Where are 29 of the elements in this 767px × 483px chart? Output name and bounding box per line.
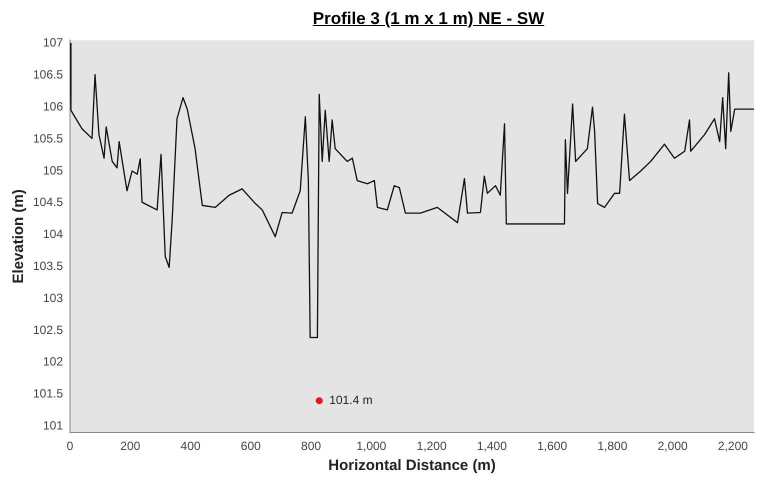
y-tick-label: 102 — [43, 354, 64, 369]
y-tick-label: 106.5 — [33, 68, 64, 82]
y-tick-label: 106 — [43, 100, 64, 114]
x-tick-label: 1,600 — [537, 439, 568, 454]
x-tick-label: 2,200 — [718, 439, 748, 454]
x-tick-label: 200 — [120, 439, 141, 454]
annotation: 101.4 m — [329, 393, 373, 408]
x-tick-label: 800 — [301, 439, 322, 454]
y-tick-label: 102.5 — [33, 322, 64, 337]
x-tick-label: 2,000 — [658, 439, 688, 454]
x-tick-label: 1,200 — [416, 439, 447, 454]
y-tick-label: 101.5 — [33, 386, 64, 401]
x-tick-label: 1,000 — [356, 439, 387, 454]
x-tick-label: 1,400 — [476, 439, 508, 454]
x-tick-label: 600 — [240, 439, 262, 454]
x-tick-label: 1,800 — [597, 439, 628, 454]
y-tick-label: 101 — [43, 418, 64, 433]
y-tick-label: 107 — [43, 36, 64, 50]
y-tick-label: 104.5 — [33, 195, 64, 210]
y-tick-label: 105 — [43, 163, 64, 178]
y-tick-label: 104 — [43, 227, 64, 242]
x-tick-label: 400 — [180, 439, 201, 454]
x-tick-label: 0 — [66, 439, 74, 454]
y-tick-label: 103 — [43, 290, 64, 305]
y-tick-label: 103.5 — [33, 259, 64, 274]
x-axis-title: Horizontal Distance (m) — [328, 457, 496, 474]
y-axis-title: Elevation (m) — [10, 189, 28, 284]
y-tick-label: 105.5 — [33, 131, 64, 146]
chart-title: Profile 3 (1 m x 1 m) NE - SW — [312, 8, 546, 30]
